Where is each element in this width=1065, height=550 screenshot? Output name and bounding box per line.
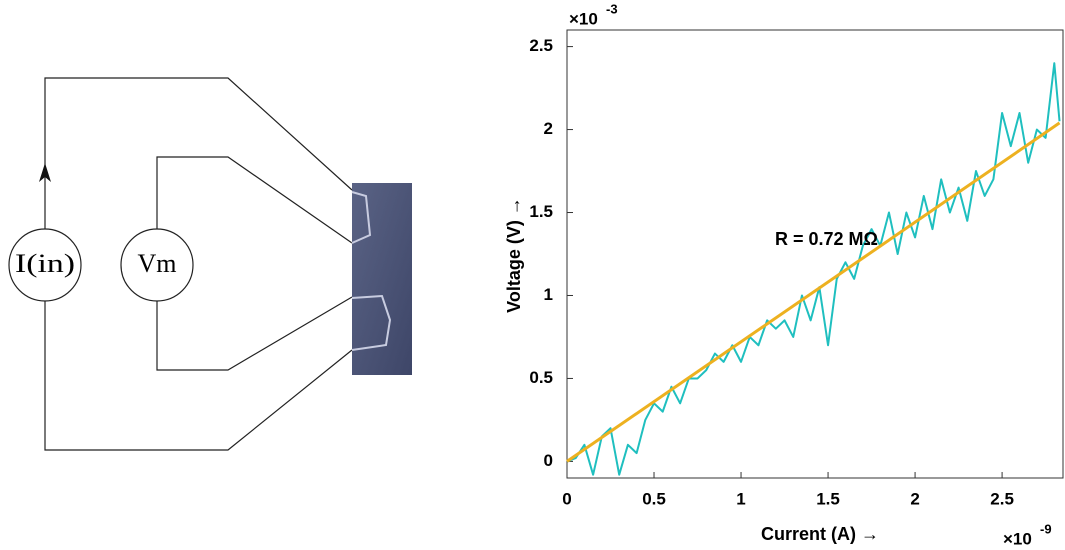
wire bbox=[44, 77, 353, 229]
wire bbox=[156, 156, 353, 244]
y-multiplier-exponent: -3 bbox=[606, 1, 618, 16]
circuit-diagram: I(in) Vm bbox=[8, 77, 412, 451]
y-tick-label: 0 bbox=[544, 451, 553, 470]
voltmeter-label: Vm bbox=[138, 249, 177, 278]
wire bbox=[156, 296, 353, 371]
x-tick-label: 2.5 bbox=[990, 489, 1014, 508]
current-source-label: I(in) bbox=[15, 249, 75, 278]
annotation: R = 0.72 MΩ bbox=[775, 229, 878, 249]
y-multiplier-base: ×10 bbox=[569, 9, 598, 28]
data-line bbox=[566, 121, 1061, 463]
plot-frame bbox=[566, 29, 1064, 479]
x-tick-label: 1 bbox=[736, 489, 745, 508]
wire bbox=[44, 301, 353, 451]
y-tick-label: 2.5 bbox=[529, 36, 553, 55]
arrow bbox=[39, 163, 51, 182]
plot-area: 0 0.5 1 1.5 2 2.5 0 0.5 1 1.5 2 2.5 bbox=[529, 36, 1061, 508]
x-multiplier-exponent: -9 bbox=[1040, 521, 1052, 536]
y-tick-label: 1.5 bbox=[529, 202, 553, 221]
y-tick-label: 2 bbox=[544, 119, 553, 138]
device-photo bbox=[352, 183, 412, 375]
x-tick-label: 2 bbox=[910, 489, 919, 508]
x-tick-label: 1.5 bbox=[816, 489, 840, 508]
device-traces bbox=[351, 191, 392, 351]
y-tick-label: 0.5 bbox=[529, 368, 553, 387]
current-source bbox=[8, 228, 82, 302]
x-tick-label: 0 bbox=[562, 489, 571, 508]
x-axis-label: Current (A) → bbox=[761, 524, 879, 544]
voltmeter bbox=[120, 228, 194, 302]
x-multiplier-base: ×10 bbox=[1003, 529, 1032, 548]
y-tick-label: 1 bbox=[544, 285, 553, 304]
y-axis-label: Voltage (V) → bbox=[504, 197, 524, 313]
data-line bbox=[566, 62, 1061, 476]
x-tick-label: 0.5 bbox=[642, 489, 666, 508]
